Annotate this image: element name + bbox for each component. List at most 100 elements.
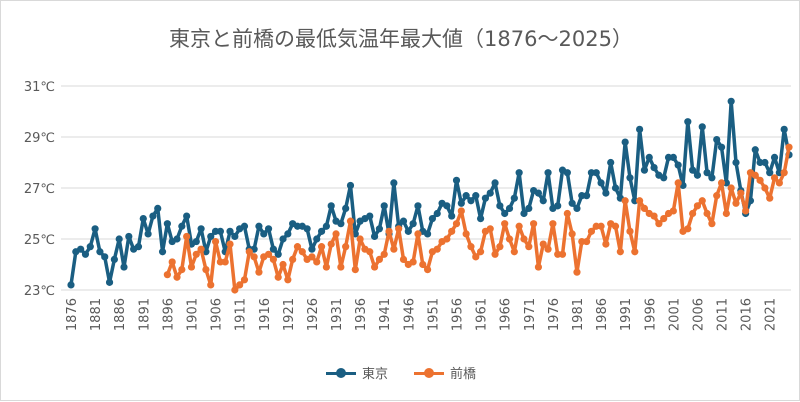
data-point-tokyo xyxy=(207,232,215,241)
y-tick-label: 29℃ xyxy=(24,131,55,146)
data-point-tokyo xyxy=(414,202,422,210)
data-point-maebashi xyxy=(655,220,663,228)
x-tick-label: 1916 xyxy=(258,298,273,331)
x-tick-label: 2016 xyxy=(740,298,755,331)
data-point-tokyo xyxy=(534,189,543,197)
data-point-tokyo xyxy=(476,215,485,223)
data-point-maebashi xyxy=(602,240,610,248)
data-point-maebashi xyxy=(761,184,769,192)
data-point-tokyo xyxy=(713,135,721,144)
data-point-tokyo xyxy=(216,227,224,235)
data-point-tokyo xyxy=(611,184,620,192)
data-point-tokyo xyxy=(110,255,118,263)
data-point-tokyo xyxy=(573,204,581,212)
data-point-maebashi xyxy=(780,169,788,177)
data-point-tokyo xyxy=(139,215,147,223)
data-point-tokyo xyxy=(313,235,321,243)
data-point-tokyo xyxy=(717,143,726,151)
data-point-tokyo xyxy=(342,204,350,212)
data-point-maebashi xyxy=(370,263,379,271)
data-point-maebashi xyxy=(756,176,764,184)
data-point-maebashi xyxy=(703,209,711,218)
data-point-maebashi xyxy=(476,248,485,256)
legend-label-maebashi: 前橋 xyxy=(450,367,477,382)
data-point-maebashi xyxy=(289,255,297,263)
data-point-tokyo xyxy=(125,232,133,241)
data-point-maebashi xyxy=(501,220,509,228)
data-point-tokyo xyxy=(423,230,432,238)
x-tick-label: 1966 xyxy=(499,298,514,331)
data-point-tokyo xyxy=(149,212,157,220)
data-point-tokyo xyxy=(144,230,152,238)
data-point-tokyo xyxy=(481,194,490,202)
data-point-tokyo xyxy=(279,235,287,243)
data-point-maebashi xyxy=(274,273,282,281)
data-point-tokyo xyxy=(761,158,769,167)
data-point-maebashi xyxy=(621,197,629,205)
x-tick-label: 1891 xyxy=(137,298,152,331)
data-point-maebashi xyxy=(698,197,706,205)
data-point-maebashi xyxy=(660,215,668,223)
data-point-tokyo xyxy=(554,202,562,210)
data-point-tokyo xyxy=(327,202,335,210)
data-point-tokyo xyxy=(520,209,528,218)
data-point-maebashi xyxy=(457,207,465,215)
data-point-maebashi xyxy=(568,230,576,238)
data-point-tokyo xyxy=(255,222,263,230)
data-point-maebashi xyxy=(669,207,677,215)
data-point-maebashi xyxy=(530,220,538,228)
data-point-tokyo xyxy=(501,209,509,218)
legend-marker-tokyo xyxy=(325,367,356,379)
data-point-maebashi xyxy=(211,237,220,246)
data-point-maebashi xyxy=(284,276,292,284)
data-point-tokyo xyxy=(693,171,702,179)
x-tick-label: 1996 xyxy=(643,298,658,331)
data-point-maebashi xyxy=(616,248,624,256)
data-point-maebashi xyxy=(163,271,171,279)
data-point-tokyo xyxy=(525,204,533,212)
x-tick-label: 2021 xyxy=(764,298,779,331)
data-point-tokyo xyxy=(491,179,499,187)
data-point-maebashi xyxy=(462,230,470,238)
data-point-tokyo xyxy=(674,161,682,169)
data-point-maebashi xyxy=(356,235,364,243)
data-point-tokyo xyxy=(660,174,668,182)
data-point-maebashi xyxy=(298,248,306,256)
data-point-maebashi xyxy=(178,266,186,274)
data-point-tokyo xyxy=(452,176,461,184)
data-point-tokyo xyxy=(303,225,311,233)
data-point-maebashi xyxy=(269,255,277,263)
data-point-tokyo xyxy=(317,227,326,235)
x-tick-label: 1956 xyxy=(451,298,466,331)
data-point-maebashi xyxy=(192,250,200,258)
data-point-maebashi xyxy=(433,245,441,253)
data-point-tokyo xyxy=(120,263,128,271)
data-point-maebashi xyxy=(544,245,552,253)
data-point-maebashi xyxy=(636,197,644,205)
data-point-tokyo xyxy=(505,204,514,212)
data-point-maebashi xyxy=(766,194,774,202)
data-point-tokyo xyxy=(274,250,282,258)
data-point-tokyo xyxy=(308,245,316,253)
data-point-tokyo xyxy=(597,179,605,187)
data-point-tokyo xyxy=(366,212,374,220)
data-point-tokyo xyxy=(462,192,470,200)
data-point-maebashi xyxy=(414,230,422,238)
data-point-maebashi xyxy=(486,225,494,233)
data-point-maebashi xyxy=(751,171,759,179)
data-point-tokyo xyxy=(592,169,600,177)
data-point-tokyo xyxy=(568,199,576,207)
data-point-maebashi xyxy=(423,266,432,274)
data-point-tokyo xyxy=(515,169,523,177)
data-point-tokyo xyxy=(626,174,634,182)
data-point-tokyo xyxy=(650,164,658,172)
data-point-maebashi xyxy=(443,235,451,243)
data-point-maebashi xyxy=(573,268,581,276)
data-point-maebashi xyxy=(419,260,427,269)
data-point-maebashi xyxy=(722,209,730,218)
data-point-tokyo xyxy=(496,202,504,210)
x-tick-label: 1946 xyxy=(402,298,417,331)
data-point-maebashi xyxy=(207,281,215,289)
chart-title: 東京と前橋の最低気温年最大値（1876～2025） xyxy=(169,27,633,51)
